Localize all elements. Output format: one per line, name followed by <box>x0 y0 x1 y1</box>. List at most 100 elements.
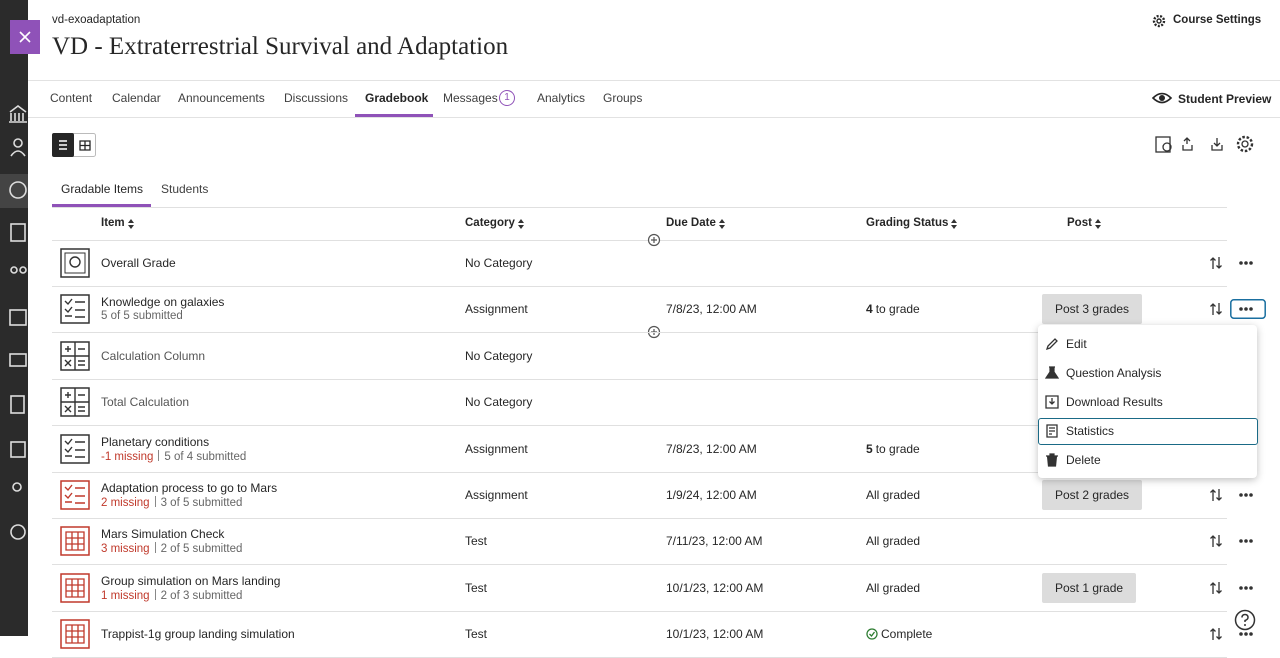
more-actions-part <box>1249 261 1253 265</box>
menu-item[interactable]: Statistics <box>1066 424 1115 438</box>
item-icon-part <box>69 256 81 268</box>
nav-tab[interactable]: Messages <box>443 91 498 105</box>
column-header[interactable]: Due Date <box>666 217 716 229</box>
menu-item[interactable]: Download Results <box>1066 395 1163 409</box>
item-icon <box>60 294 90 325</box>
nav-tab[interactable]: Discussions <box>284 91 349 105</box>
nav-tab[interactable]: Announcements <box>178 91 265 105</box>
icon-upload[interactable] <box>1182 137 1193 151</box>
more-actions-part <box>1244 539 1248 544</box>
subtab-rule <box>52 207 1227 208</box>
more-actions[interactable] <box>1236 259 1256 267</box>
column-header[interactable]: Post <box>1067 217 1092 229</box>
student-preview[interactable]: Student Preview <box>1178 92 1272 106</box>
more-actions[interactable] <box>1236 630 1256 638</box>
subtab[interactable]: Gradable Items <box>61 182 144 196</box>
toolbar-icons <box>1155 135 1254 153</box>
column-header[interactable]: Grading Status <box>866 217 949 229</box>
icon-calendar <box>9 309 27 326</box>
more-actions[interactable] <box>1236 491 1256 499</box>
sidebar <box>0 0 28 636</box>
icon-grades <box>10 395 25 414</box>
missing-count: 2 missing <box>101 497 150 509</box>
post-button[interactable]: Post 2 grades <box>1042 480 1143 510</box>
item-name[interactable]: Planetary conditions <box>101 434 210 449</box>
menu-icon-part <box>1046 424 1058 438</box>
item-icon <box>60 619 90 649</box>
icon-search-doc[interactable] <box>1155 136 1171 153</box>
reorder-icon[interactable] <box>1210 581 1222 595</box>
reorder-icon-part <box>1210 628 1222 641</box>
item-name[interactable]: Mars Simulation Check <box>101 527 225 542</box>
nav-tab[interactable]: Groups <box>603 91 643 105</box>
insert-column-part <box>651 237 657 243</box>
view-toggle[interactable] <box>52 133 96 157</box>
course-title: VD - Extraterrestrial Survival and Adapt… <box>52 33 509 60</box>
more-actions[interactable] <box>1236 537 1256 545</box>
gear-teeth <box>1152 14 1166 28</box>
category: Assignment <box>465 441 528 456</box>
icon-profile-body <box>10 150 26 157</box>
course-code: vd-exoadaptation <box>52 14 141 26</box>
reorder-icon[interactable] <box>1210 534 1222 548</box>
menu-item[interactable]: Delete <box>1066 453 1101 467</box>
sort-arrows <box>127 219 134 229</box>
pupil <box>1159 95 1165 101</box>
item-detail: -1 missing 5 of 4 submitted <box>101 449 246 463</box>
item-name[interactable]: Trappist-1g group landing simulation <box>101 627 295 642</box>
reorder-icon[interactable] <box>1210 256 1222 270</box>
header-rule <box>52 240 1227 241</box>
menu-icon-part <box>1045 366 1059 379</box>
item-name[interactable]: Adaptation process to go to Mars <box>101 481 278 495</box>
reorder-icon[interactable] <box>1210 488 1222 502</box>
nav-tab[interactable]: Calendar <box>112 91 161 105</box>
nav-tab[interactable]: Content <box>50 91 93 105</box>
icon-settings[interactable] <box>1236 135 1254 153</box>
column-header[interactable]: Category <box>465 217 515 229</box>
sidebar-icons <box>0 105 28 540</box>
item-name[interactable]: Overall Grade <box>101 256 176 270</box>
item-icon-part <box>60 480 90 510</box>
more-actions-part <box>1244 493 1248 497</box>
post-button[interactable]: Post 3 grades <box>1042 294 1143 325</box>
category: Test <box>465 627 488 642</box>
icon-institution <box>9 105 27 123</box>
item-icon-part <box>60 294 90 325</box>
help-button[interactable] <box>1234 609 1256 631</box>
check-circle <box>866 628 878 640</box>
icon-download[interactable] <box>1211 138 1223 151</box>
item-icon-part <box>64 484 85 504</box>
item-name[interactable]: Calculation Column <box>101 348 206 363</box>
close-button[interactable] <box>10 20 40 54</box>
item-name[interactable]: Knowledge on galaxies <box>101 295 225 310</box>
sort-arrows <box>1094 219 1101 229</box>
sort-arrows-part <box>127 219 134 229</box>
item-name[interactable]: Group simulation on Mars landing <box>101 573 281 588</box>
item-icon-part <box>60 526 90 557</box>
submitted-count: 3 of 5 submitted <box>160 497 243 509</box>
post-button[interactable]: Post 1 grade <box>1042 572 1137 603</box>
menu-icon <box>1046 453 1058 467</box>
submitted-count: 5 of 5 submitted <box>101 310 183 323</box>
more-actions[interactable] <box>1230 299 1266 320</box>
sort-arrows-part <box>718 219 725 229</box>
nav-tab[interactable]: Gradebook <box>365 91 429 105</box>
active-tab-underline <box>355 114 433 117</box>
subtab[interactable]: Students <box>161 182 209 196</box>
menu-item[interactable]: Question Analysis <box>1066 366 1162 380</box>
item-name[interactable]: Total Calculation <box>101 395 190 410</box>
course-settings[interactable]: Course Settings <box>1173 14 1262 26</box>
nav-tab[interactable]: Analytics <box>537 91 586 105</box>
column-header[interactable]: Item <box>101 217 125 229</box>
category: No Category <box>465 256 533 270</box>
item-icon <box>60 573 90 603</box>
toolbar-glyphs <box>1155 135 1254 153</box>
icon-settings-hub <box>1241 140 1249 148</box>
row-rule <box>52 564 1227 565</box>
insert-column[interactable] <box>647 233 661 247</box>
menu-item[interactable]: Edit <box>1066 337 1087 351</box>
more-actions[interactable] <box>1236 584 1256 592</box>
reorder-icon[interactable] <box>1210 627 1222 641</box>
reorder-icon[interactable] <box>1210 302 1222 316</box>
